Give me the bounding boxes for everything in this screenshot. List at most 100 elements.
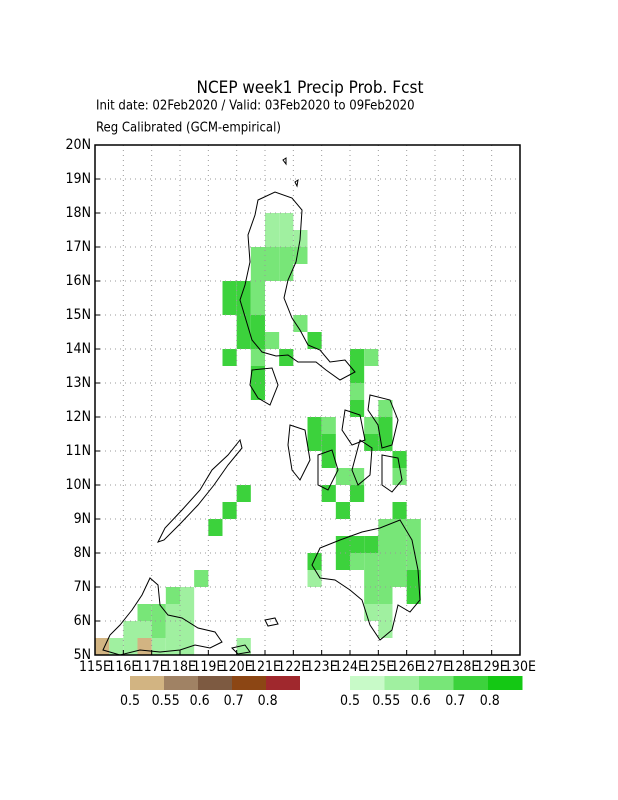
legend: 0.5 0.55 0.6 0.7 0.8 0.5 0.55 0.6 0.7 0.8 — [120, 676, 523, 709]
prob-cell — [335, 553, 350, 570]
prob-cell — [123, 621, 138, 638]
prob-cell — [165, 621, 180, 638]
prob-cell — [335, 468, 350, 485]
prob-cell — [364, 587, 379, 604]
visayas — [287, 394, 403, 493]
prob-cell — [364, 536, 379, 553]
y-tick-label: 12N — [66, 409, 91, 425]
prob-cell — [137, 638, 152, 655]
legend-label: 0.55 — [152, 693, 180, 709]
y-tick-label: 9N — [74, 511, 91, 527]
legend-label: 0.8 — [480, 693, 500, 709]
prob-cell — [109, 638, 124, 655]
prob-cell — [250, 315, 265, 332]
prob-cell — [378, 587, 393, 604]
prob-cell — [250, 281, 265, 298]
x-tick-label: 124E — [334, 659, 366, 675]
legend-swatch — [488, 676, 523, 690]
prob-cell — [180, 604, 195, 621]
legend-label: 0.55 — [372, 693, 400, 709]
prob-cell — [250, 383, 265, 400]
prob-cell — [151, 621, 166, 638]
legend-label: 0.5 — [340, 693, 360, 709]
borneo — [102, 577, 223, 656]
prob-cell — [392, 451, 407, 468]
x-tick-label: 117E — [136, 659, 168, 675]
legend-swatch — [453, 676, 488, 690]
y-tick-label: 17N — [66, 239, 91, 255]
prob-cell — [378, 519, 393, 536]
prob-cell — [279, 349, 294, 366]
prob-cell — [307, 434, 322, 451]
y-tick-label: 19N — [66, 171, 91, 187]
prob-cell — [392, 570, 407, 587]
mindanao — [311, 519, 421, 641]
prob-cell — [406, 536, 421, 553]
x-tick-label: 121E — [249, 659, 281, 675]
prob-cell — [180, 621, 195, 638]
prob-cell — [165, 604, 180, 621]
prob-cell — [307, 417, 322, 434]
y-tick-label: 7N — [74, 579, 91, 595]
prob-cell — [222, 349, 237, 366]
x-tick-label: 125E — [362, 659, 394, 675]
prob-cell — [378, 536, 393, 553]
prob-cell — [307, 332, 322, 349]
prob-cell — [293, 247, 308, 264]
prob-cell — [137, 621, 152, 638]
prob-cell — [250, 264, 265, 281]
prob-cell — [222, 502, 237, 519]
legend-swatch — [198, 676, 232, 690]
legend-label: 0.7 — [445, 693, 465, 709]
y-tick-label: 14N — [66, 341, 91, 357]
y-tick-label: 6N — [74, 613, 91, 629]
x-tick-label: 115E — [79, 659, 111, 675]
prob-cell — [406, 587, 421, 604]
y-tick-label: 8N — [74, 545, 91, 561]
prob-cell — [222, 281, 237, 298]
y-tick-label: 16N — [66, 273, 91, 289]
prob-cell — [279, 213, 294, 230]
y-tick-label: 15N — [66, 307, 91, 323]
prob-cell — [250, 332, 265, 349]
prob-cell — [279, 230, 294, 247]
prob-cell — [151, 638, 166, 655]
prob-cell — [265, 230, 280, 247]
y-tick-label: 11N — [66, 443, 91, 459]
legend-label: 0.6 — [190, 693, 210, 709]
prob-cell — [406, 570, 421, 587]
y-tick-label: 18N — [66, 205, 91, 221]
cell-layer — [95, 213, 421, 655]
luzon — [239, 191, 356, 381]
prob-cell — [392, 553, 407, 570]
annotation: Reg Calibrated (GCM-empirical) — [96, 121, 281, 136]
prob-cell — [321, 451, 336, 468]
palawan — [157, 438, 243, 543]
prob-cell — [378, 553, 393, 570]
x-tick-label: 129E — [476, 659, 508, 675]
prob-cell — [208, 519, 223, 536]
subtitle: Init date: 02Feb2020 / Valid: 03Feb2020 … — [96, 99, 415, 114]
legend-swatch — [350, 676, 385, 690]
legend-swatch — [419, 676, 454, 690]
prob-cell — [307, 570, 322, 587]
prob-cell — [364, 434, 379, 451]
y-tick-label: 10N — [66, 477, 91, 493]
prob-cell — [392, 468, 407, 485]
prob-cell — [307, 553, 322, 570]
prob-cell — [222, 298, 237, 315]
prob-cell — [165, 638, 180, 655]
prob-cell — [335, 502, 350, 519]
prob-cell — [250, 349, 265, 366]
y-tick-label: 20N — [66, 137, 91, 153]
x-tick-label: 130E — [504, 659, 536, 675]
prob-cell — [137, 604, 152, 621]
x-tick-label: 119E — [192, 659, 224, 675]
prob-cell — [378, 400, 393, 417]
prob-cell — [293, 315, 308, 332]
prob-cell — [279, 247, 294, 264]
x-tick-label: 122E — [277, 659, 309, 675]
prob-cell — [236, 485, 251, 502]
mindoro — [249, 367, 279, 406]
